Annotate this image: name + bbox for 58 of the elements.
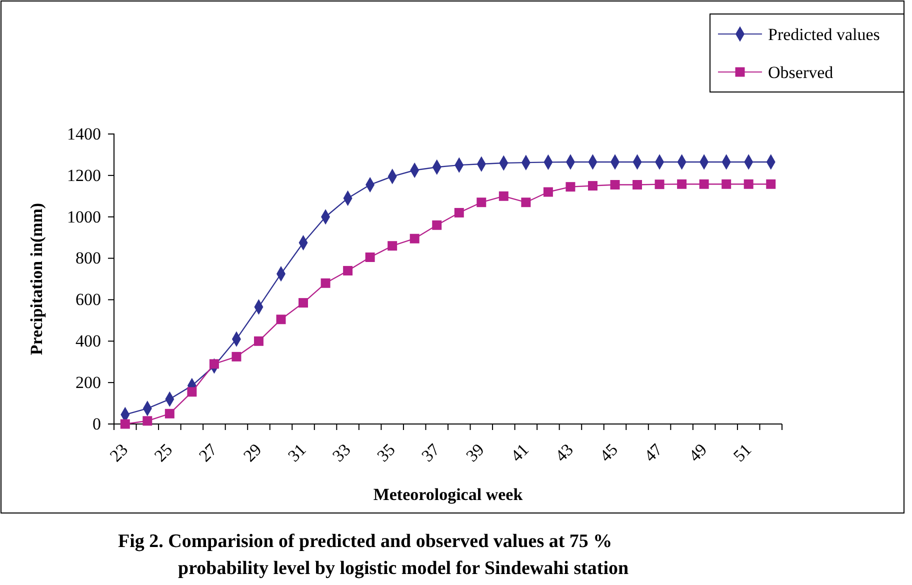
- point: [677, 179, 687, 189]
- x-tick-label: 27: [195, 440, 222, 466]
- x-tick-label: 29: [240, 440, 266, 466]
- y-tick-label: 1400: [67, 124, 101, 144]
- point: [722, 179, 732, 189]
- point: [164, 408, 174, 418]
- x-tick-label: 25: [150, 440, 176, 466]
- point: [276, 314, 286, 324]
- y-tick-label: 1000: [67, 207, 101, 226]
- point: [320, 278, 330, 288]
- point: [521, 198, 531, 208]
- x-tick-label: 39: [462, 440, 488, 466]
- x-tick-label: 51: [730, 440, 756, 466]
- point: [632, 180, 642, 190]
- point: [432, 220, 442, 230]
- point: [388, 241, 398, 251]
- x-tick-label: 47: [640, 440, 666, 466]
- x-tick-label: 37: [418, 440, 444, 466]
- y-tick-label: 200: [76, 373, 101, 392]
- point: [365, 252, 375, 262]
- point: [654, 180, 664, 190]
- x-tick-label: 45: [596, 440, 622, 466]
- point: [142, 416, 152, 426]
- legend-label: Observed: [768, 63, 834, 82]
- point: [454, 208, 464, 218]
- point: [543, 187, 553, 197]
- x-tick-label: 49: [685, 440, 711, 466]
- text: Fig 2. Comparision of predicted and observed values at 75 % probability level by logistic model for Sindewahi station: [118, 531, 630, 579]
- point: [610, 180, 620, 190]
- point: [699, 179, 709, 189]
- x-tick-label: 23: [106, 440, 132, 466]
- y-tick-label: 1200: [67, 166, 101, 185]
- y-tick-label: 600: [76, 290, 101, 310]
- point: [766, 179, 776, 189]
- point: [343, 266, 353, 276]
- x-tick-label: 33: [328, 440, 354, 466]
- y-axis-title: Precipitation in(mm): [27, 202, 46, 356]
- point: [476, 198, 486, 208]
- point: [120, 419, 130, 429]
- point: [254, 336, 264, 346]
- point: [298, 298, 308, 308]
- point: [588, 181, 598, 191]
- x-tick-label: 41: [506, 440, 532, 466]
- x-axis-title: Meteorological week: [373, 485, 524, 504]
- point: [498, 191, 508, 201]
- x-tick-label: 31: [284, 440, 310, 466]
- y-tick-label: 800: [76, 248, 101, 268]
- x-tick-label: 35: [373, 440, 399, 466]
- point: [566, 182, 576, 192]
- point: [410, 234, 420, 244]
- y-tick-label: 400: [76, 332, 101, 351]
- point: [232, 352, 242, 362]
- x-tick-label: 43: [551, 440, 577, 466]
- legend-label: Predicted values: [768, 25, 880, 44]
- point: [744, 179, 754, 189]
- y-tick-label: 0: [92, 414, 101, 434]
- point: [209, 359, 219, 369]
- point: [187, 387, 197, 397]
